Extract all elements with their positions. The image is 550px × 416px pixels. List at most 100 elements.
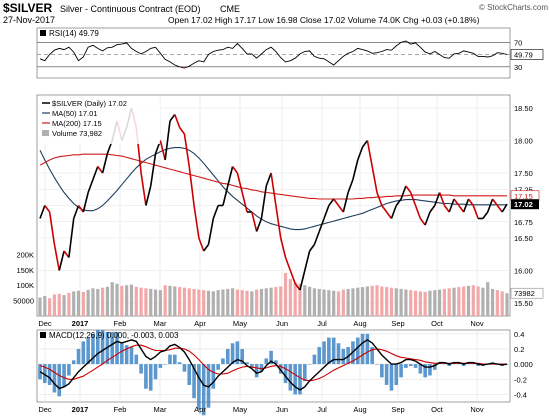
rsi-label: RSI(14) 49.79: [40, 29, 99, 38]
price-segment: [438, 192, 446, 206]
volume-bar: [466, 285, 471, 316]
price-segment: [486, 198, 494, 213]
rsi-current-tag-box: [510, 49, 544, 60]
volume-bar: [76, 290, 81, 316]
price-segment: [482, 211, 489, 219]
macd-histogram-bar: [173, 354, 177, 365]
price-segment: [323, 205, 330, 219]
macd-x-axis-label: Mar: [154, 405, 167, 414]
macd-histogram-bar: [235, 341, 240, 365]
volume-bar: [255, 289, 259, 316]
macd-histogram-bar: [201, 364, 206, 416]
x-axis-label: 2017: [72, 319, 89, 328]
x-axis-label: May: [233, 319, 247, 328]
volume-bar: [72, 291, 76, 316]
volume-bar: [413, 290, 418, 316]
legend-volume: Volume 73,982: [52, 129, 102, 138]
price-segment: [92, 166, 99, 180]
volume-bar: [144, 288, 148, 316]
volume-bar: [120, 285, 124, 316]
price-segment: [395, 198, 402, 206]
macd-x-axis-label: Jun: [276, 405, 288, 414]
price-segment: [381, 205, 388, 213]
price-segment: [275, 205, 282, 239]
macd-histogram-bar: [322, 341, 326, 365]
macd-x-axis-label: May: [233, 405, 247, 414]
macd-histogram-bar: [461, 364, 466, 366]
volume-bar: [486, 282, 490, 316]
volume-bar: [240, 290, 244, 316]
price-segment: [203, 244, 210, 252]
price-segment: [467, 198, 474, 206]
macd-histogram-bar: [163, 364, 167, 365]
macd-histogram-bar: [384, 364, 389, 385]
macd-histogram-bar: [404, 364, 408, 368]
price-tick-label: 16.75: [514, 218, 533, 227]
macd-tick-label: -0.2: [514, 375, 527, 384]
macd-x-axis-label: Dec: [38, 405, 52, 414]
volume-bar: [67, 292, 71, 316]
volume-bar: [197, 289, 201, 316]
volume-bar: [245, 290, 249, 316]
rsi-tick-label: 70: [514, 38, 522, 47]
price-segment: [231, 166, 239, 174]
x-axis-label: Feb: [114, 319, 127, 328]
macd-histogram-bar: [447, 364, 452, 366]
volume-current-tag: 73982: [514, 289, 535, 298]
macd-histogram-bar: [62, 364, 66, 387]
price-segment: [289, 270, 296, 284]
price-tick-label: 18.50: [514, 104, 533, 113]
price-segment: [188, 166, 195, 206]
macd-histogram-bar: [278, 364, 283, 374]
volume-bar: [452, 287, 456, 316]
volume-bar: [481, 287, 485, 316]
price-segment: [501, 203, 508, 213]
ma200-current-tag: 17.15: [514, 192, 533, 201]
volume-bar: [351, 288, 355, 316]
price-segment: [385, 211, 393, 219]
macd-histogram-bar: [192, 364, 196, 399]
volume-bar: [279, 286, 283, 316]
price-segment: [87, 179, 94, 193]
price-segment: [347, 179, 354, 193]
price-segment: [443, 205, 450, 213]
macd-histogram-bar: [269, 350, 273, 365]
price-segment: [361, 140, 369, 148]
x-axis-label: Sep: [391, 319, 404, 328]
volume-bar: [230, 288, 235, 316]
macd-histogram-bar: [134, 354, 139, 365]
volume-bar: [57, 293, 61, 316]
volume-bar: [110, 282, 114, 316]
volume-bar: [259, 288, 264, 316]
volume-bar: [62, 295, 66, 316]
volume-bar: [48, 298, 52, 316]
x-axis-label: Apr: [194, 319, 206, 328]
volume-bar: [283, 272, 288, 316]
volume-bar: [312, 288, 317, 316]
volume-bar: [437, 289, 442, 316]
rsi-label-text: RSI(14) 49.79: [49, 29, 99, 38]
price-segment: [313, 231, 320, 245]
macd-histogram-bar: [168, 354, 172, 365]
volume-bar: [139, 287, 143, 316]
volume-bar: [317, 288, 321, 316]
macd-x-axis-label: Oct: [431, 405, 444, 414]
macd-histogram-bar: [370, 347, 374, 365]
volume-bar: [360, 287, 365, 316]
volume-tick-label: 150K: [16, 266, 34, 275]
volume-bar: [500, 291, 504, 316]
volume-bar: [327, 290, 331, 316]
price-segment: [39, 205, 46, 219]
volume-bar: [269, 287, 273, 316]
chart-title-description: Silver - Continuous Contract (EOD): [60, 4, 201, 14]
price-segment: [453, 198, 460, 206]
volume-bar: [86, 289, 90, 316]
volume-bar: [476, 286, 480, 316]
volume-bar: [216, 290, 220, 316]
volume-bar: [182, 287, 187, 316]
volume-bar: [43, 296, 47, 316]
volume-bar: [274, 287, 278, 316]
x-axis-label: Jul: [317, 319, 327, 328]
price-segment: [255, 218, 263, 232]
price-current-tag: 17.02: [514, 200, 533, 209]
